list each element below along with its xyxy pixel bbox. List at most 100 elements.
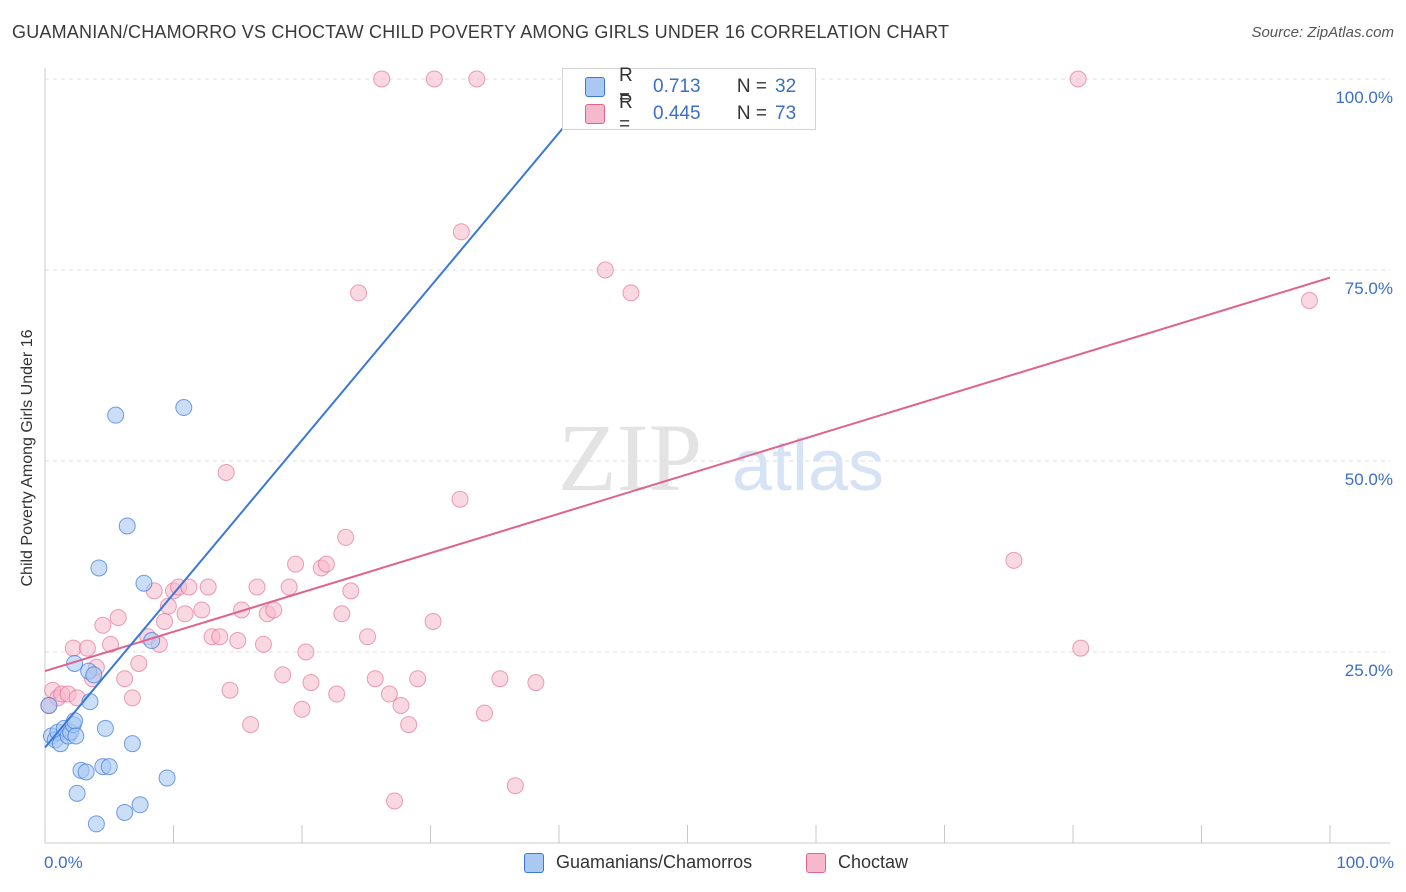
choctaw-point-40 [287,555,305,573]
y-tick-label-1: 50.0% [1345,470,1393,489]
n-value: 73 [775,103,797,124]
r-label: R = [619,92,633,135]
choctaw-point-31 [229,632,247,650]
choctaw-point-35 [254,635,272,653]
guamanian-swatch [524,852,544,873]
choctaw-point-51 [359,628,377,646]
choctaw-point-60 [425,70,443,88]
choctaw-point-56 [392,696,410,714]
n-label: N = [736,103,767,124]
watermark: ZIP atlas [558,404,884,511]
choctaw-point-53 [373,70,391,88]
choctaw-point-28 [211,628,229,646]
choctaw-point-72 [1072,639,1090,657]
choctaw-trend-line [44,276,1331,673]
chart-title: GUAMANIAN/CHAMORRO VS CHOCTAW CHILD POVE… [12,22,950,42]
choctaw-point-26 [199,578,217,596]
x-tick-label-max: 100.0% [1336,853,1394,872]
n-value: 32 [775,76,797,97]
source-label: Source: ZipAtlas.com [1251,24,1394,41]
choctaw-point-71 [1069,70,1087,88]
y-tick-label-2: 75.0% [1345,279,1393,298]
choctaw-point-7 [78,639,96,657]
choctaw-point-43 [302,674,320,692]
choctaw-point-50 [350,284,368,302]
legend-label-choctaw: Choctaw [838,852,909,872]
legend-label-guamanian: Guamanians/Chamorros [556,852,753,872]
choctaw-point-54 [380,685,398,703]
choctaw-point-59 [424,612,442,630]
choctaw-point-67 [527,674,545,692]
guamanian-swatch [585,77,605,97]
choctaw-point-63 [468,70,486,88]
guamanian-point-31 [175,399,193,417]
choctaw-point-66 [506,777,524,795]
choctaw-point-62 [452,223,470,241]
choctaw-point-48 [337,528,355,546]
choctaw-point-15 [130,654,148,672]
y-tick-label-0: 25.0% [1345,661,1393,680]
legend-item-choctaw[interactable]: Choctaw [806,852,908,873]
choctaw-point-24 [180,578,198,596]
gridlines [45,78,1390,653]
x-tick-label-min: 0.0% [44,853,83,872]
choctaw-point-68 [596,261,614,279]
guamanian-trend-line [44,78,605,749]
choctaw-point-19 [156,612,174,630]
guamanian-point-18 [87,815,105,833]
choctaw-swatch [806,852,826,873]
guamanian-point-26 [123,735,141,753]
choctaw-point-57 [400,716,418,734]
choctaw-point-10 [94,616,112,634]
watermark-zip: ZIP [558,404,702,511]
guamanian-point-27 [131,796,149,814]
choctaw-point-65 [491,670,509,688]
choctaw-point-34 [248,578,266,596]
choctaw-point-30 [221,681,239,699]
choctaw-point-23 [176,605,194,623]
choctaw-point-13 [116,670,134,688]
trend-lines [44,78,1331,749]
watermark-atlas: atlas [732,426,884,506]
legend-item-guamanian[interactable]: Guamanians/Chamorros [524,852,752,873]
choctaw-point-33 [242,716,260,734]
guamanian-point-14 [77,763,95,781]
guamanian-point-23 [107,406,125,424]
choctaw-point-49 [342,582,360,600]
choctaw-point-64 [475,704,493,722]
choctaw-point-46 [328,685,346,703]
legend-row-guamanian: R = 0.713 N = 32 [585,65,797,108]
n-label: N = [736,76,767,97]
guamanian-point-12 [68,784,86,802]
guamanian-point-30 [158,769,176,787]
guamanian-point-21 [96,719,114,737]
guamanian-point-0 [40,696,58,714]
choctaw-point-61 [451,490,469,508]
choctaw-point-14 [123,689,141,707]
legend-row-choctaw: R = 0.445 N = 73 [585,92,797,135]
axes [44,68,1390,844]
r-label: R = [619,65,633,108]
choctaw-point-41 [293,700,311,718]
guamanian-point-19 [90,559,108,577]
guamanian-point-24 [116,803,134,821]
choctaw-point-70 [1005,551,1023,569]
choctaw-point-12 [109,609,127,627]
choctaw-point-47 [333,605,351,623]
y-tick-labels: 25.0% 50.0% 75.0% 100.0% [1335,88,1393,680]
choctaw-point-39 [280,578,298,596]
choctaw-point-5 [64,639,82,657]
choctaw-point-29 [217,463,235,481]
r-value: 0.445 [653,103,701,124]
choctaw-point-11 [102,635,120,653]
guamanian-point-9 [66,712,84,730]
guamanian-point-17 [85,666,103,684]
choctaw-point-42 [297,643,315,661]
choctaw-point-45 [317,555,335,573]
y-tick-label-3: 100.0% [1335,88,1393,107]
choctaw-point-73 [1300,292,1318,310]
choctaw-point-25 [193,601,211,619]
choctaw-point-58 [409,670,427,688]
choctaw-point-52 [366,670,384,688]
choctaw-point-20 [159,597,177,615]
